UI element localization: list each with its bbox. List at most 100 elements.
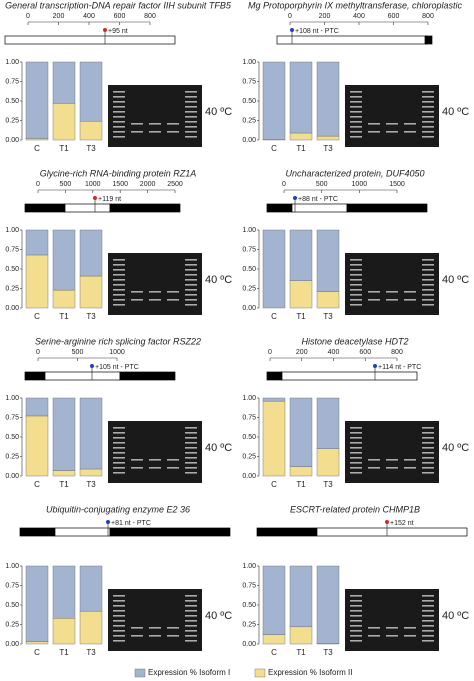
- gel-band: [113, 304, 125, 306]
- gel-band: [185, 472, 197, 474]
- gel-band: [404, 131, 416, 133]
- y-tick-label: 1.00: [242, 563, 256, 570]
- bar-segment: [316, 229, 340, 292]
- gel-band: [422, 467, 434, 469]
- exon-coding: [346, 203, 428, 213]
- bar-segment: [316, 565, 340, 644]
- gel-band: [386, 299, 398, 301]
- y-tick-label: 0.50: [242, 434, 256, 441]
- bar-segment: [25, 397, 49, 417]
- gel-band: [167, 635, 179, 637]
- gel-band: [131, 467, 143, 469]
- bar-segment: [52, 618, 76, 645]
- gel-band: [113, 294, 125, 296]
- legend-swatch: [134, 668, 146, 678]
- panel-title: ESCRT-related protein CHMP1B: [290, 504, 420, 514]
- gel-band: [350, 625, 362, 627]
- scale-label: 1500: [389, 181, 405, 188]
- gel-band: [386, 467, 398, 469]
- gel-band: [404, 291, 416, 293]
- gel-band: [113, 610, 125, 612]
- gel-band: [386, 459, 398, 461]
- y-tick-label: 0.75: [242, 414, 256, 421]
- gel-band: [131, 459, 143, 461]
- gel-band: [185, 447, 197, 449]
- scale-label: 0: [26, 13, 30, 20]
- gel-band: [113, 462, 125, 464]
- y-tick-label: 1.00: [5, 227, 19, 234]
- gel-band: [350, 467, 362, 469]
- condition-label: 40 ºC: [205, 106, 232, 118]
- condition-label: 40 ºC: [442, 274, 469, 286]
- gel-band: [185, 264, 197, 266]
- gel-band: [422, 437, 434, 439]
- gel-band: [422, 457, 434, 459]
- gel-band: [185, 101, 197, 103]
- bar-segment: [262, 61, 286, 140]
- gel-band: [350, 96, 362, 98]
- gel-band: [185, 269, 197, 271]
- gel-band: [368, 123, 380, 125]
- gel-band: [368, 291, 380, 293]
- gel-band: [422, 442, 434, 444]
- gel-band: [113, 625, 125, 627]
- gel-band: [185, 289, 197, 291]
- gel-band: [404, 627, 416, 629]
- x-tick-label: T3: [323, 648, 333, 657]
- gel-band: [422, 299, 434, 301]
- gel-band: [386, 627, 398, 629]
- gel-band: [113, 299, 125, 301]
- bar-segment: [25, 229, 49, 256]
- bar-segment: [25, 641, 49, 645]
- y-tick-label: 0.75: [5, 78, 19, 85]
- gel-band: [149, 467, 161, 469]
- gel-band: [350, 264, 362, 266]
- x-tick-label: C: [271, 312, 277, 321]
- gel-band: [350, 605, 362, 607]
- exon-coding: [109, 203, 181, 213]
- gel-band: [422, 111, 434, 113]
- gel-band: [350, 274, 362, 276]
- bar-segment: [52, 103, 76, 141]
- gel-band: [422, 136, 434, 138]
- bar-segment: [289, 61, 313, 134]
- gel-band: [422, 432, 434, 434]
- gel-band: [350, 447, 362, 449]
- gel-band: [167, 627, 179, 629]
- gel-band: [185, 304, 197, 306]
- gel-band: [113, 91, 125, 93]
- gel-band: [350, 452, 362, 454]
- gel-band: [131, 291, 143, 293]
- gel-band: [422, 595, 434, 597]
- gel-band: [131, 299, 143, 301]
- gel-band: [113, 121, 125, 123]
- gel-band: [422, 472, 434, 474]
- scale-label: 1500: [112, 181, 128, 188]
- bar-segment: [79, 61, 103, 122]
- gel-band: [350, 284, 362, 286]
- gel-band: [113, 96, 125, 98]
- y-tick-label: 0.00: [5, 641, 19, 648]
- site-label: +88 nt - PTC: [298, 196, 338, 203]
- bar-segment: [262, 565, 286, 635]
- panel-title: Glycine-rich RNA-binding protein RZ1A: [40, 168, 197, 178]
- bar-segment: [262, 229, 286, 309]
- y-tick-label: 1.00: [5, 59, 19, 66]
- bar-segment: [262, 634, 286, 645]
- x-tick-label: T3: [323, 480, 333, 489]
- y-tick-label: 0.75: [242, 582, 256, 589]
- x-tick-label: T1: [296, 144, 306, 153]
- scale-label: 600: [388, 13, 400, 20]
- gel-band: [167, 467, 179, 469]
- gel-band: [404, 467, 416, 469]
- gel-band: [149, 123, 161, 125]
- exon-coding: [109, 527, 231, 537]
- gel-band: [185, 116, 197, 118]
- y-tick-label: 0.50: [242, 98, 256, 105]
- y-tick-label: 0.00: [242, 305, 256, 312]
- x-tick-label: T3: [86, 144, 96, 153]
- gel-band: [185, 106, 197, 108]
- y-tick-label: 0.25: [5, 621, 19, 628]
- bar-segment: [52, 229, 76, 291]
- gel-band: [149, 635, 161, 637]
